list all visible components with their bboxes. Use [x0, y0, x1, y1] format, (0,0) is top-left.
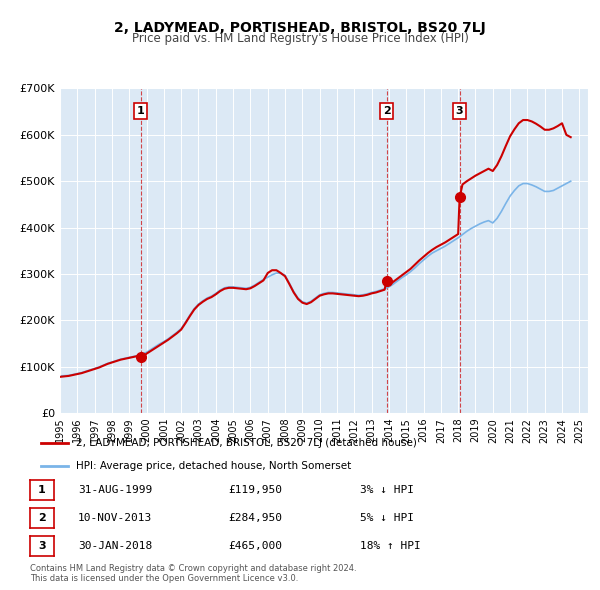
- Text: 3: 3: [38, 542, 46, 551]
- Text: 2: 2: [383, 106, 391, 116]
- Text: 2, LADYMEAD, PORTISHEAD, BRISTOL, BS20 7LJ: 2, LADYMEAD, PORTISHEAD, BRISTOL, BS20 7…: [114, 21, 486, 35]
- Text: 2, LADYMEAD, PORTISHEAD, BRISTOL, BS20 7LJ (detached house): 2, LADYMEAD, PORTISHEAD, BRISTOL, BS20 7…: [76, 438, 417, 448]
- Text: Contains HM Land Registry data © Crown copyright and database right 2024.
This d: Contains HM Land Registry data © Crown c…: [30, 563, 356, 583]
- Text: 3: 3: [456, 106, 463, 116]
- Text: £284,950: £284,950: [228, 513, 282, 523]
- Text: £119,950: £119,950: [228, 485, 282, 494]
- Text: HPI: Average price, detached house, North Somerset: HPI: Average price, detached house, Nort…: [76, 461, 351, 471]
- Text: 2: 2: [38, 513, 46, 523]
- Text: 10-NOV-2013: 10-NOV-2013: [78, 513, 152, 523]
- Text: 1: 1: [137, 106, 145, 116]
- Text: 31-AUG-1999: 31-AUG-1999: [78, 485, 152, 494]
- Text: 30-JAN-2018: 30-JAN-2018: [78, 542, 152, 551]
- Text: £465,000: £465,000: [228, 542, 282, 551]
- Text: 18% ↑ HPI: 18% ↑ HPI: [360, 542, 421, 551]
- Text: 5% ↓ HPI: 5% ↓ HPI: [360, 513, 414, 523]
- Text: Price paid vs. HM Land Registry's House Price Index (HPI): Price paid vs. HM Land Registry's House …: [131, 32, 469, 45]
- Text: 3% ↓ HPI: 3% ↓ HPI: [360, 485, 414, 494]
- Text: 1: 1: [38, 485, 46, 494]
